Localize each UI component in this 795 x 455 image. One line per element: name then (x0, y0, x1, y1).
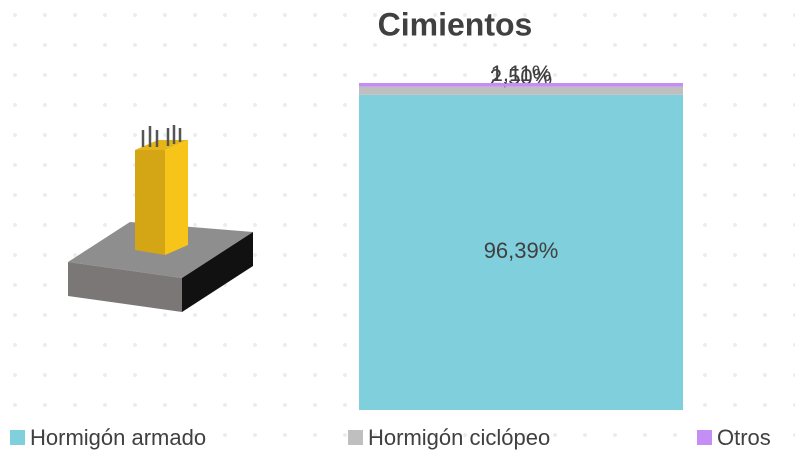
legend-marker (10, 430, 25, 445)
data-label: 1,11% (491, 61, 552, 86)
data-label: 96,39% (484, 238, 559, 263)
legend-marker (697, 430, 712, 445)
bar-segment (359, 86, 683, 95)
legend-marker (348, 430, 363, 445)
legend-label: Otros (717, 425, 771, 450)
foundation-illustration (68, 125, 253, 312)
bar-segment (359, 94, 683, 411)
bar-segment (359, 83, 683, 87)
chart-title: Cimientos (378, 6, 533, 42)
legend-label: Hormigón armado (30, 425, 206, 450)
legend-label: Hormigón ciclópeo (368, 425, 550, 450)
